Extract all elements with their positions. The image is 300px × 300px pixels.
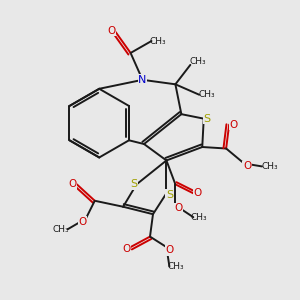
Text: CH₃: CH₃ [52,225,69,234]
Text: O: O [68,179,76,189]
Text: CH₃: CH₃ [261,162,278,171]
Text: O: O [174,203,182,213]
Text: O: O [165,245,173,255]
Text: O: O [122,244,130,254]
Text: O: O [194,188,202,198]
Text: N: N [138,75,147,85]
Text: CH₃: CH₃ [191,213,208,222]
Text: CH₃: CH₃ [198,90,215,99]
Text: S: S [203,114,210,124]
Text: O: O [230,120,238,130]
Text: O: O [243,161,251,171]
Text: CH₃: CH₃ [190,57,206,66]
Text: O: O [107,26,115,36]
Text: CH₃: CH₃ [167,262,184,271]
Text: S: S [130,179,137,189]
Text: CH₃: CH₃ [149,37,166,46]
Text: O: O [79,217,87,227]
Text: S: S [166,190,173,200]
